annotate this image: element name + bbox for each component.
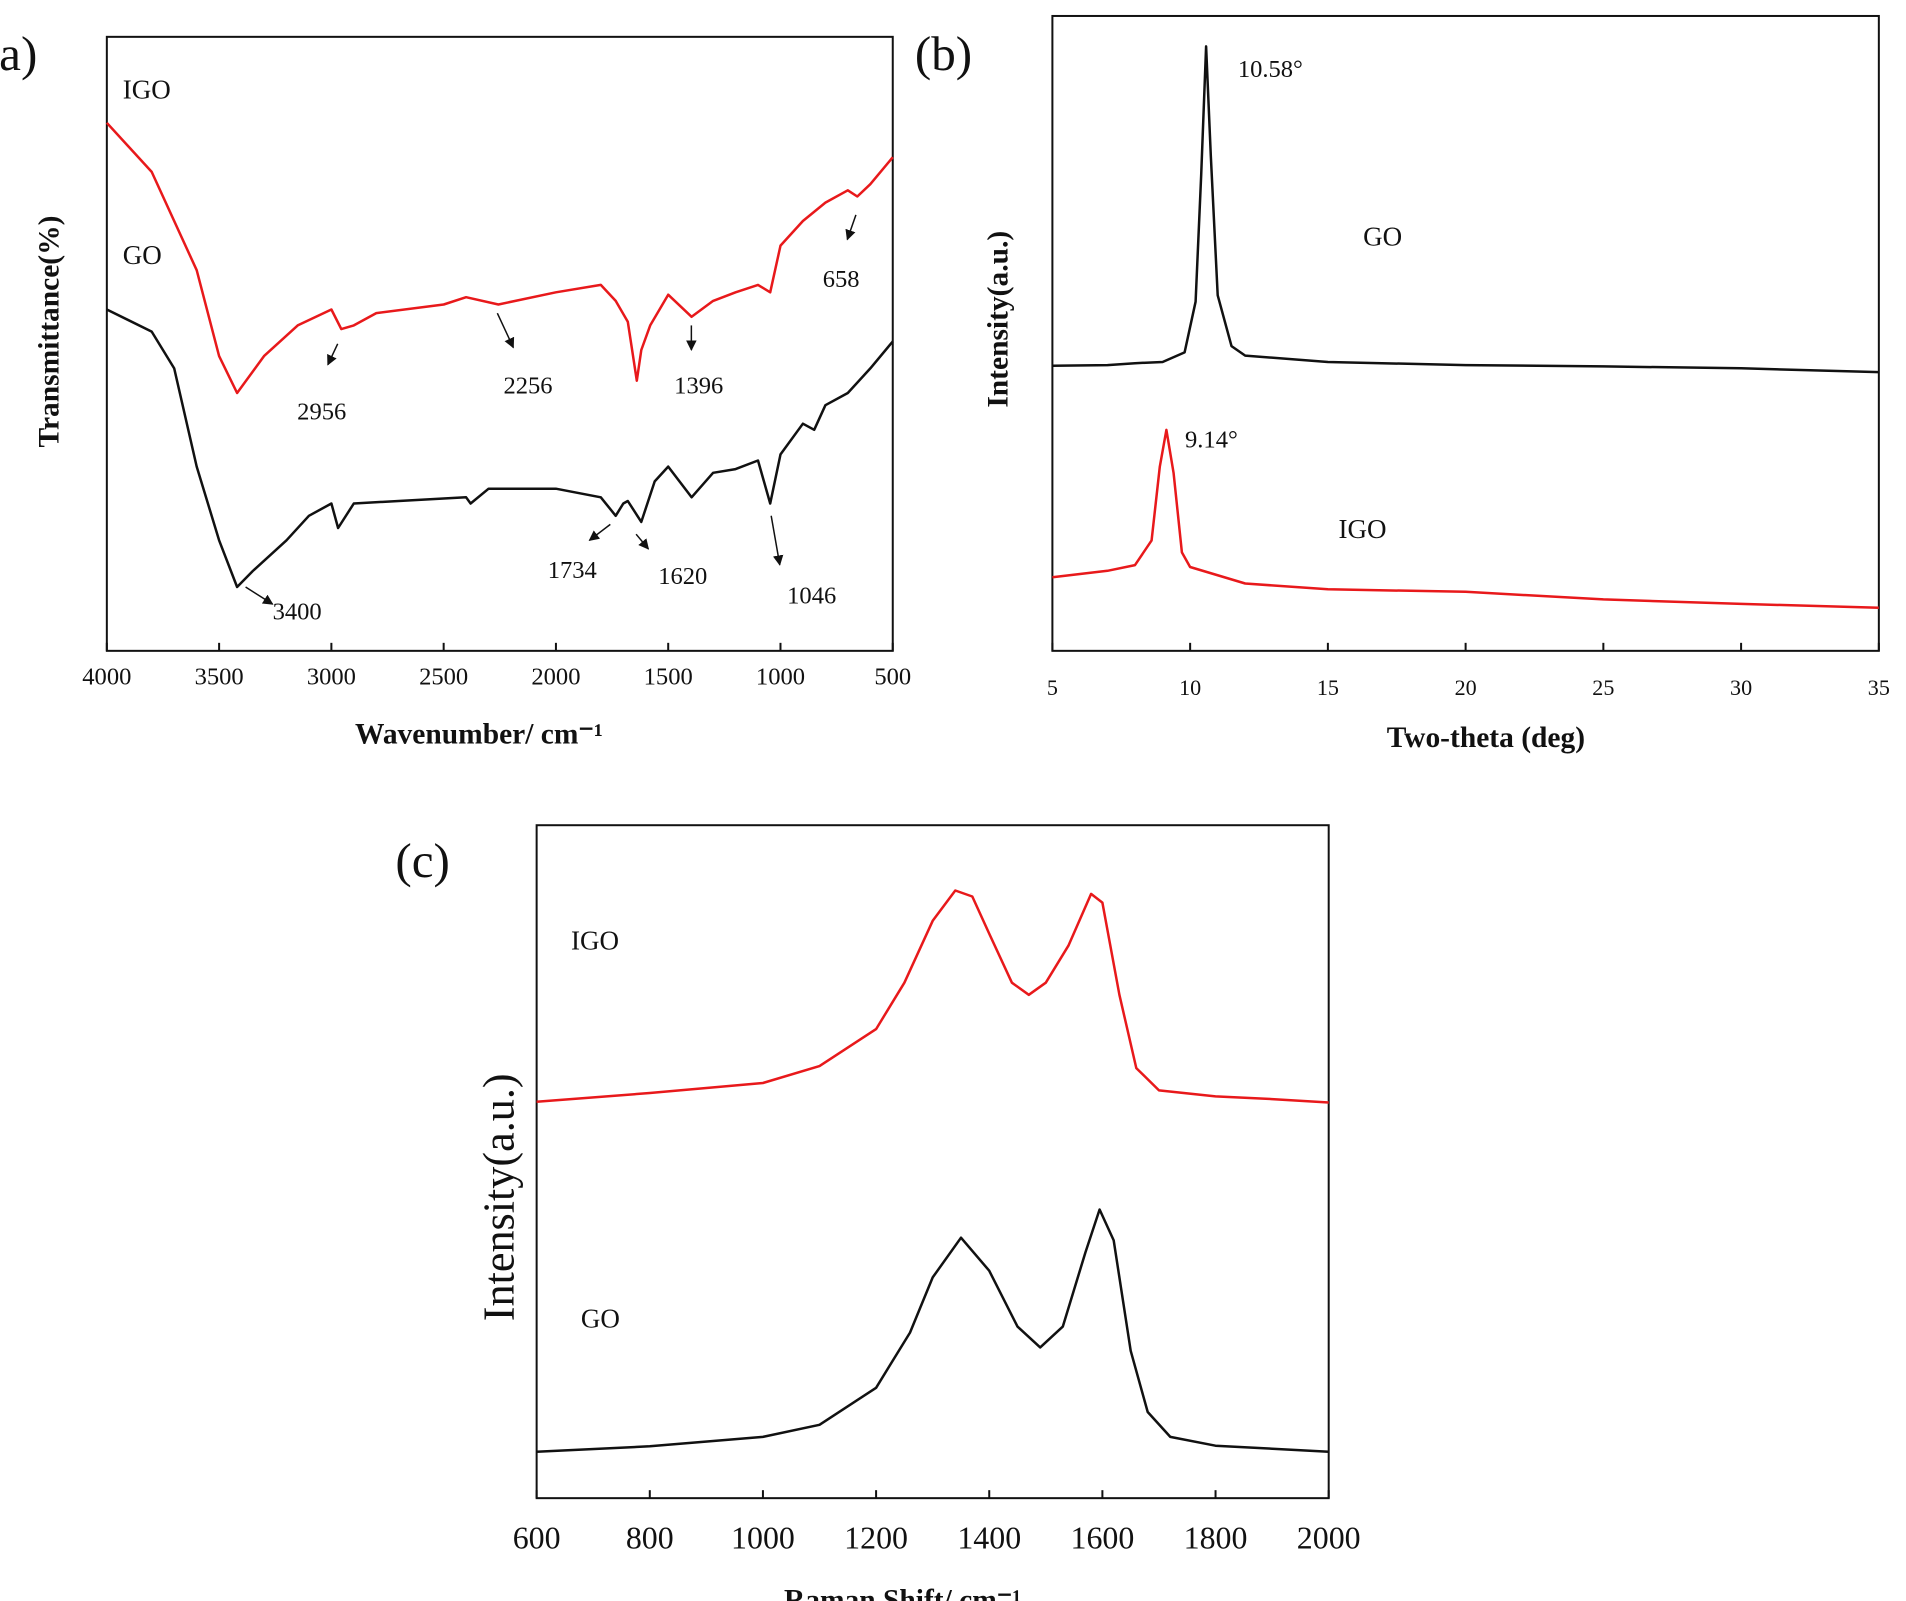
arrow — [635, 533, 650, 550]
series-label: IGO — [1339, 514, 1387, 544]
annotation: 2956 — [297, 398, 346, 425]
series-label: IGO — [571, 925, 619, 955]
x-tick-label: 1200 — [844, 1520, 908, 1555]
series-line — [536, 889, 1329, 1104]
x-tick-label: 4000 — [82, 664, 131, 691]
x-tick-label: 1800 — [1184, 1520, 1248, 1555]
x-axis-title: Two-theta (deg) — [1387, 722, 1585, 754]
x-tick-label: 1000 — [731, 1520, 795, 1555]
x-tick-label: 20 — [1455, 675, 1477, 700]
x-tick-label: 30 — [1730, 675, 1752, 700]
plot-frame — [105, 35, 894, 652]
x-tick-label: 3500 — [195, 664, 244, 691]
annotation: 1734 — [548, 557, 597, 584]
arrow — [327, 343, 339, 366]
x-tick-label: 1000 — [756, 664, 805, 691]
x-tick-label: 2000 — [1297, 1520, 1361, 1555]
x-tick-label: 5 — [1047, 675, 1058, 700]
x-tick-label: 800 — [626, 1520, 674, 1555]
x-tick-label: 2500 — [419, 664, 468, 691]
series-label: GO — [581, 1304, 620, 1334]
series-line — [536, 1208, 1329, 1453]
x-tick-label: 2000 — [531, 664, 580, 691]
x-tick-label: 500 — [874, 664, 911, 691]
x-tick-label: 10 — [1179, 675, 1201, 700]
x-axis-title: Raman Shift/ cm⁻¹ — [784, 1584, 1021, 1601]
annotation: 10.58° — [1238, 56, 1303, 83]
arrow — [588, 523, 611, 541]
x-tick-label: 1400 — [957, 1520, 1021, 1555]
x-tick-label: 35 — [1868, 675, 1890, 700]
plot-frame — [1051, 14, 1880, 652]
panel-label: (a) — [0, 26, 37, 81]
y-axis-title: Intensity(a.u.) — [475, 1073, 524, 1321]
x-tick-label: 25 — [1592, 675, 1614, 700]
annotation: 1396 — [674, 373, 723, 400]
annotation: 1046 — [787, 583, 836, 610]
panel-label: (c) — [395, 833, 450, 888]
x-tick-label: 1500 — [644, 664, 693, 691]
annotation: 2256 — [503, 373, 552, 400]
series-line — [105, 121, 894, 395]
arrow — [245, 586, 274, 605]
x-axis-title: Wavenumber/ cm⁻¹ — [355, 719, 603, 751]
series-label: GO — [1363, 222, 1402, 252]
series-label: IGO — [123, 74, 171, 104]
annotation: 9.14° — [1185, 427, 1238, 454]
x-tick-label: 3000 — [307, 664, 356, 691]
x-tick-label: 15 — [1317, 675, 1339, 700]
y-axis-title: Transmittance(%) — [33, 216, 65, 448]
series-line — [106, 308, 894, 589]
annotation: 658 — [823, 266, 860, 293]
arrow — [496, 312, 515, 349]
series-label: GO — [123, 240, 162, 270]
x-tick-label: 600 — [513, 1520, 561, 1555]
annotation: 3400 — [273, 599, 322, 626]
arrow — [845, 214, 857, 241]
annotation: 1620 — [658, 563, 707, 590]
panel-label: (b) — [915, 26, 972, 81]
x-tick-label: 1600 — [1070, 1520, 1134, 1555]
series-line — [1052, 45, 1879, 374]
y-axis-title: Intensity(a.u.) — [983, 231, 1015, 408]
arrow — [770, 515, 784, 566]
plot-frame — [535, 824, 1330, 1500]
series-line — [1052, 428, 1879, 609]
